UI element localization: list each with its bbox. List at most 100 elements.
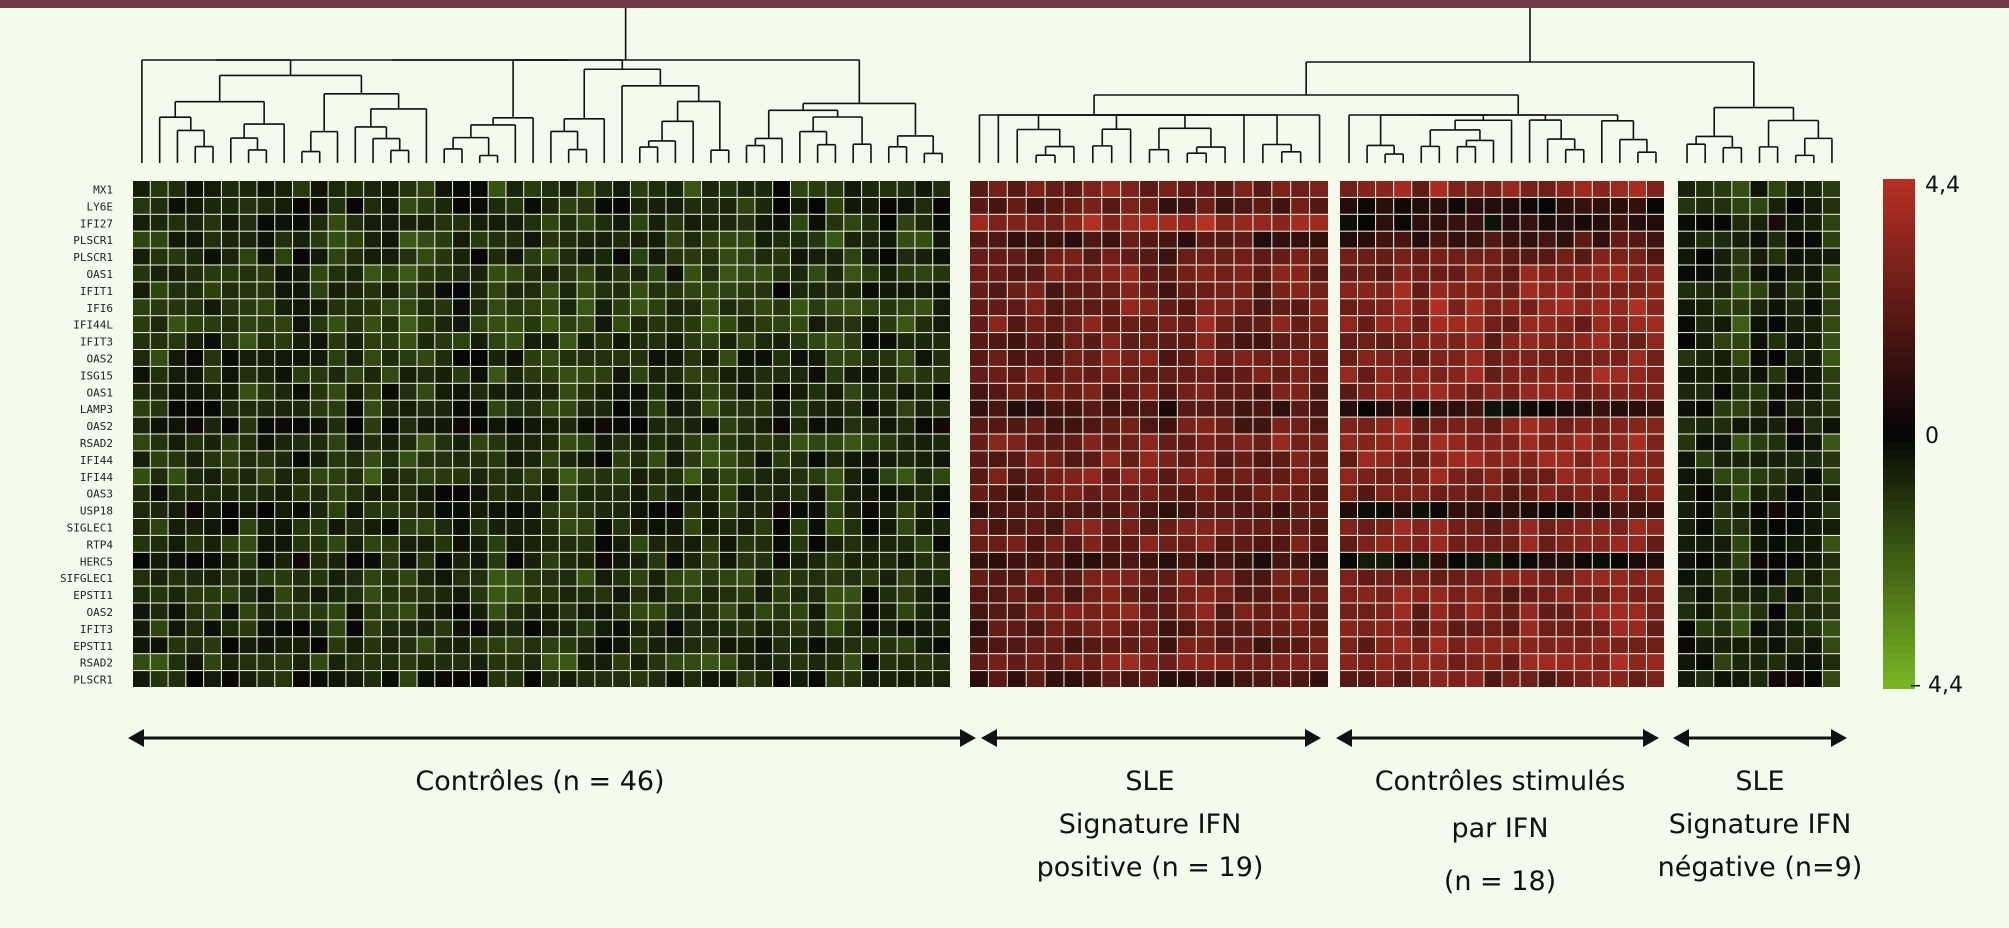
- heatmap-cell: [470, 620, 488, 637]
- heatmap-cell: [293, 282, 310, 299]
- heatmap-cell: [1358, 671, 1376, 687]
- heatmap-cell: [133, 637, 150, 654]
- heatmap-cell: [1448, 468, 1466, 485]
- heatmap-cell: [1394, 181, 1412, 197]
- heatmap-cell: [542, 485, 559, 502]
- heatmap-cell: [1234, 333, 1253, 349]
- heatmap-cell: [755, 434, 773, 451]
- heatmap-cell: [844, 654, 862, 671]
- heatmap-cell: [648, 434, 666, 451]
- heatmap-cell: [1430, 333, 1448, 349]
- heatmap-cell: [666, 282, 684, 299]
- heatmap-cell: [1538, 586, 1556, 603]
- heatmap-cell: [1121, 197, 1140, 214]
- heatmap-cell: [1750, 299, 1768, 316]
- heatmap-cell: [559, 197, 577, 214]
- heatmap-cell: [1732, 451, 1750, 468]
- heatmap-cell: [1158, 265, 1177, 282]
- heatmap-cell: [1646, 552, 1664, 569]
- heatmap-cell: [1556, 333, 1574, 349]
- heatmap-cell: [453, 586, 470, 603]
- heatmap-cell: [1502, 535, 1520, 552]
- heatmap-cell: [1592, 569, 1610, 586]
- heatmap-cell: [773, 502, 790, 518]
- heatmap-cell: [1412, 502, 1430, 518]
- heatmap-cell: [275, 519, 293, 535]
- heatmap-cell: [1804, 569, 1822, 586]
- heatmap-cell: [1750, 333, 1768, 349]
- heatmap-cell: [1007, 350, 1026, 366]
- heatmap-cell: [933, 366, 950, 383]
- heatmap-cell: [150, 366, 168, 383]
- heatmap-cell: [988, 366, 1007, 383]
- heatmap-cell: [1430, 181, 1448, 197]
- heatmap-cell: [1592, 282, 1610, 299]
- heatmap-cell: [381, 552, 399, 569]
- heatmap-cell: [1714, 316, 1732, 333]
- heatmap-cell: [1177, 637, 1196, 654]
- heatmap-cell: [399, 502, 417, 518]
- heatmap-cell: [239, 671, 257, 687]
- heatmap-cell: [1394, 637, 1412, 654]
- heatmap-cell: [630, 383, 648, 400]
- heatmap-cell: [399, 383, 417, 400]
- heatmap-cell: [1538, 654, 1556, 671]
- heatmap-cell: [1466, 586, 1484, 603]
- heatmap-cell: [577, 299, 595, 316]
- gene-label: RTP4: [87, 538, 114, 551]
- heatmap-cell: [1026, 468, 1045, 485]
- heatmap-cell: [559, 468, 577, 485]
- gene-label: IFI27: [80, 217, 113, 230]
- heatmap-cell: [488, 282, 506, 299]
- heatmap-cell: [826, 265, 844, 282]
- heatmap-cell: [1592, 603, 1610, 620]
- heatmap-cell: [1177, 654, 1196, 671]
- heatmap-cell: [702, 350, 719, 366]
- heatmap-cell: [879, 248, 897, 265]
- heatmap-cell: [417, 265, 435, 282]
- heatmap-cell: [133, 485, 150, 502]
- heatmap-cell: [826, 400, 844, 417]
- heatmap-cell: [1538, 366, 1556, 383]
- heatmap-cell: [275, 637, 293, 654]
- heatmap-cell: [435, 569, 453, 586]
- heatmap-cell: [1448, 181, 1466, 197]
- heatmap-cell: [1628, 603, 1646, 620]
- heatmap-cell: [1026, 502, 1045, 518]
- heatmap-cell: [790, 434, 808, 451]
- heatmap-cell: [1732, 620, 1750, 637]
- heatmap-cell: [328, 265, 346, 282]
- heatmap-cell: [1102, 333, 1121, 349]
- heatmap-cell: [915, 333, 933, 349]
- heatmap-cell: [844, 350, 862, 366]
- heatmap-cell: [613, 383, 630, 400]
- heatmap-cell: [257, 468, 275, 485]
- heatmap-cell: [257, 282, 275, 299]
- heatmap-cell: [988, 654, 1007, 671]
- heatmap-cell: [630, 265, 648, 282]
- heatmap-cell: [773, 654, 790, 671]
- heatmap-cell: [150, 316, 168, 333]
- heatmap-cell: [150, 468, 168, 485]
- heatmap-cell: [1158, 569, 1177, 586]
- heatmap-cell: [417, 434, 435, 451]
- heatmap-cell: [1556, 181, 1574, 197]
- heatmap-cell: [204, 485, 221, 502]
- heatmap-cell: [186, 400, 204, 417]
- heatmap-cell: [862, 400, 879, 417]
- heatmap-cell: [1140, 654, 1158, 671]
- heatmap-cell: [897, 248, 915, 265]
- heatmap-cell: [1804, 181, 1822, 197]
- heatmap-cell: [773, 299, 790, 316]
- heatmap-cell: [1358, 214, 1376, 231]
- heatmap-cell: [1007, 282, 1026, 299]
- heatmap-cell: [542, 502, 559, 518]
- heatmap-cell: [915, 400, 933, 417]
- heatmap-cell: [933, 468, 950, 485]
- heatmap-cell: [1358, 434, 1376, 451]
- heatmap-cell: [666, 671, 684, 687]
- heatmap-cell: [826, 485, 844, 502]
- heatmap-cell: [595, 366, 613, 383]
- heatmap-cell: [595, 535, 613, 552]
- heatmap-cell: [1678, 248, 1696, 265]
